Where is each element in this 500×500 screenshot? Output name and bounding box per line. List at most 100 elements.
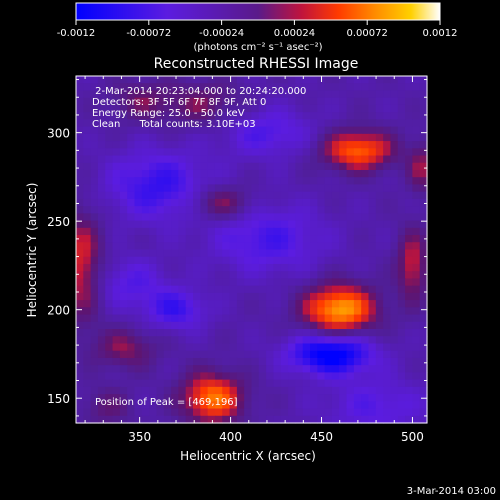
heatmap-cell	[390, 263, 399, 272]
heatmap-cell	[324, 191, 333, 200]
heatmap-cell	[390, 285, 399, 294]
heatmap-cell	[105, 386, 114, 395]
heatmap-cell	[273, 148, 282, 157]
heatmap-cell	[193, 336, 201, 345]
heatmap-cell	[141, 386, 150, 395]
heatmap-cell	[171, 104, 179, 113]
heatmap-cell	[214, 343, 223, 352]
heatmap-cell	[90, 350, 99, 359]
heatmap-cell	[97, 263, 106, 272]
heatmap-cell	[390, 336, 399, 345]
heatmap-cell	[324, 300, 333, 308]
heatmap-cell	[119, 408, 128, 417]
heatmap-cell	[193, 415, 201, 424]
heatmap-cell	[419, 104, 428, 113]
heatmap-cell	[258, 90, 267, 99]
heatmap-cell	[375, 119, 384, 128]
heatmap-cell	[207, 329, 216, 337]
heatmap-cell	[310, 112, 318, 120]
heatmap-cell	[83, 235, 92, 243]
heatmap-cell	[178, 184, 187, 193]
heatmap-cell	[368, 90, 377, 99]
heatmap-cell	[353, 249, 362, 258]
heatmap-cell	[397, 162, 406, 171]
heatmap-cell	[90, 133, 99, 142]
heatmap-cell	[229, 394, 238, 402]
heatmap-cell	[76, 372, 84, 381]
heatmap-cell	[266, 379, 275, 388]
heatmap-cell	[141, 184, 150, 193]
heatmap-cell	[214, 307, 223, 316]
heatmap-cell	[339, 336, 348, 345]
heatmap-cell	[171, 141, 179, 149]
heatmap-cell	[368, 300, 377, 308]
heatmap-cell	[163, 198, 172, 207]
heatmap-cell	[302, 365, 311, 373]
heatmap-cell	[134, 184, 143, 193]
heatmap-cell	[266, 220, 275, 229]
heatmap-cell	[375, 249, 384, 258]
heatmap-cell	[412, 169, 421, 178]
heatmap-cell	[317, 350, 326, 359]
heatmap-cell	[346, 343, 355, 352]
heatmap-cell	[288, 141, 296, 149]
heatmap-cell	[383, 220, 392, 229]
heatmap-cell	[419, 263, 428, 272]
heatmap-cell	[171, 329, 179, 337]
heatmap-cell	[222, 162, 231, 171]
heatmap-cell	[178, 169, 187, 178]
heatmap-cell	[105, 401, 114, 410]
heatmap-cell	[149, 198, 158, 207]
heatmap-cell	[412, 415, 421, 424]
heatmap-cell	[324, 119, 333, 128]
heatmap-cell	[127, 177, 136, 186]
heatmap-cell	[236, 321, 245, 330]
heatmap-cell	[383, 148, 392, 157]
heatmap-image	[76, 76, 428, 424]
heatmap-cell	[149, 76, 158, 84]
heatmap-cell	[236, 148, 245, 157]
heatmap-cell	[163, 148, 172, 157]
heatmap-cell	[141, 141, 150, 149]
heatmap-cell	[163, 119, 172, 128]
heatmap-cell	[295, 220, 304, 229]
heatmap-cell	[412, 83, 421, 92]
heatmap-cell	[83, 300, 92, 308]
heatmap-cell	[346, 155, 355, 164]
heatmap-cell	[214, 213, 223, 222]
heatmap-cell	[397, 155, 406, 164]
heatmap-cell	[171, 97, 179, 106]
heatmap-cell	[346, 386, 355, 395]
heatmap-cell	[134, 350, 143, 359]
heatmap-cell	[317, 198, 326, 207]
heatmap-cell	[76, 119, 84, 128]
heatmap-cell	[207, 242, 216, 251]
heatmap-cell	[163, 104, 172, 113]
heatmap-cell	[405, 83, 413, 92]
heatmap-cell	[412, 314, 421, 323]
heatmap-cell	[339, 415, 348, 424]
heatmap-cell	[119, 365, 128, 373]
heatmap-cell	[214, 285, 223, 294]
heatmap-cell	[302, 126, 311, 135]
heatmap-cell	[346, 365, 355, 373]
heatmap-cell	[397, 184, 406, 193]
heatmap-cell	[141, 365, 150, 373]
heatmap-cell	[76, 285, 84, 294]
heatmap-cell	[346, 271, 355, 280]
heatmap-cell	[127, 408, 136, 417]
heatmap-cell	[295, 213, 304, 222]
heatmap-cell	[214, 415, 223, 424]
heatmap-cell	[222, 329, 231, 337]
heatmap-cell	[112, 271, 121, 280]
heatmap-cell	[368, 329, 377, 337]
heatmap-cell	[339, 220, 348, 229]
heatmap-cell	[229, 206, 238, 214]
heatmap-cell	[141, 278, 150, 287]
heatmap-cell	[134, 169, 143, 178]
heatmap-cell	[163, 263, 172, 272]
heatmap-cell	[383, 112, 392, 120]
heatmap-cell	[346, 394, 355, 402]
colorbar-tick-label: -0.00072	[126, 28, 171, 39]
heatmap-cell	[324, 184, 333, 193]
